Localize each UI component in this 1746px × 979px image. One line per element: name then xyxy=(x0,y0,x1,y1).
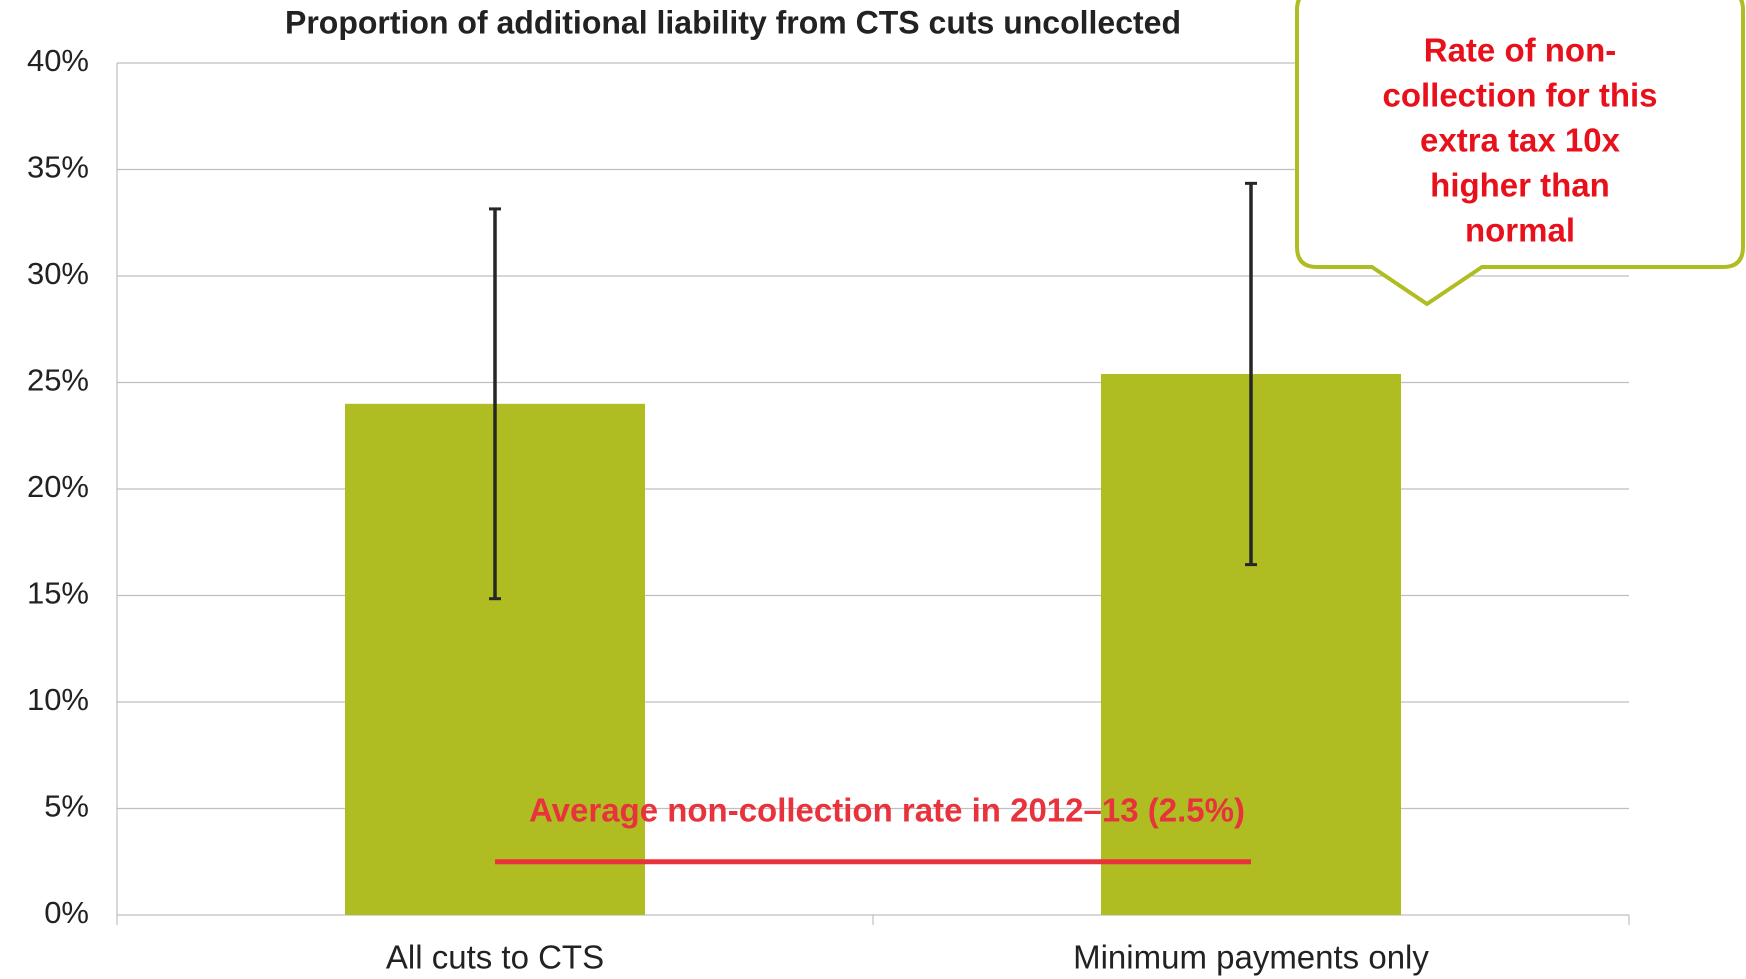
callout-text: extra tax 10x xyxy=(1420,122,1621,159)
x-tick-label: Minimum payments only xyxy=(1073,939,1429,976)
chart-title: Proportion of additional liability from … xyxy=(285,4,1181,40)
y-tick-label: 35% xyxy=(27,150,89,185)
callout-text: higher than xyxy=(1430,167,1610,204)
callout-text: collection for this xyxy=(1382,77,1657,114)
callout-text: normal xyxy=(1465,212,1575,249)
y-tick-label: 15% xyxy=(27,576,89,611)
x-tick-label: All cuts to CTS xyxy=(386,939,604,976)
y-tick-label: 5% xyxy=(44,789,89,824)
y-tick-label: 25% xyxy=(27,363,89,398)
y-tick-label: 40% xyxy=(27,43,89,78)
y-tick-label: 0% xyxy=(44,895,89,930)
reference-label: Average non-collection rate in 2012–13 (… xyxy=(529,792,1245,829)
y-tick-label: 10% xyxy=(27,682,89,717)
y-tick-label: 20% xyxy=(27,469,89,504)
y-tick-label: 30% xyxy=(27,256,89,291)
callout-text: Rate of non- xyxy=(1424,32,1616,69)
callout-box xyxy=(1295,0,1745,307)
